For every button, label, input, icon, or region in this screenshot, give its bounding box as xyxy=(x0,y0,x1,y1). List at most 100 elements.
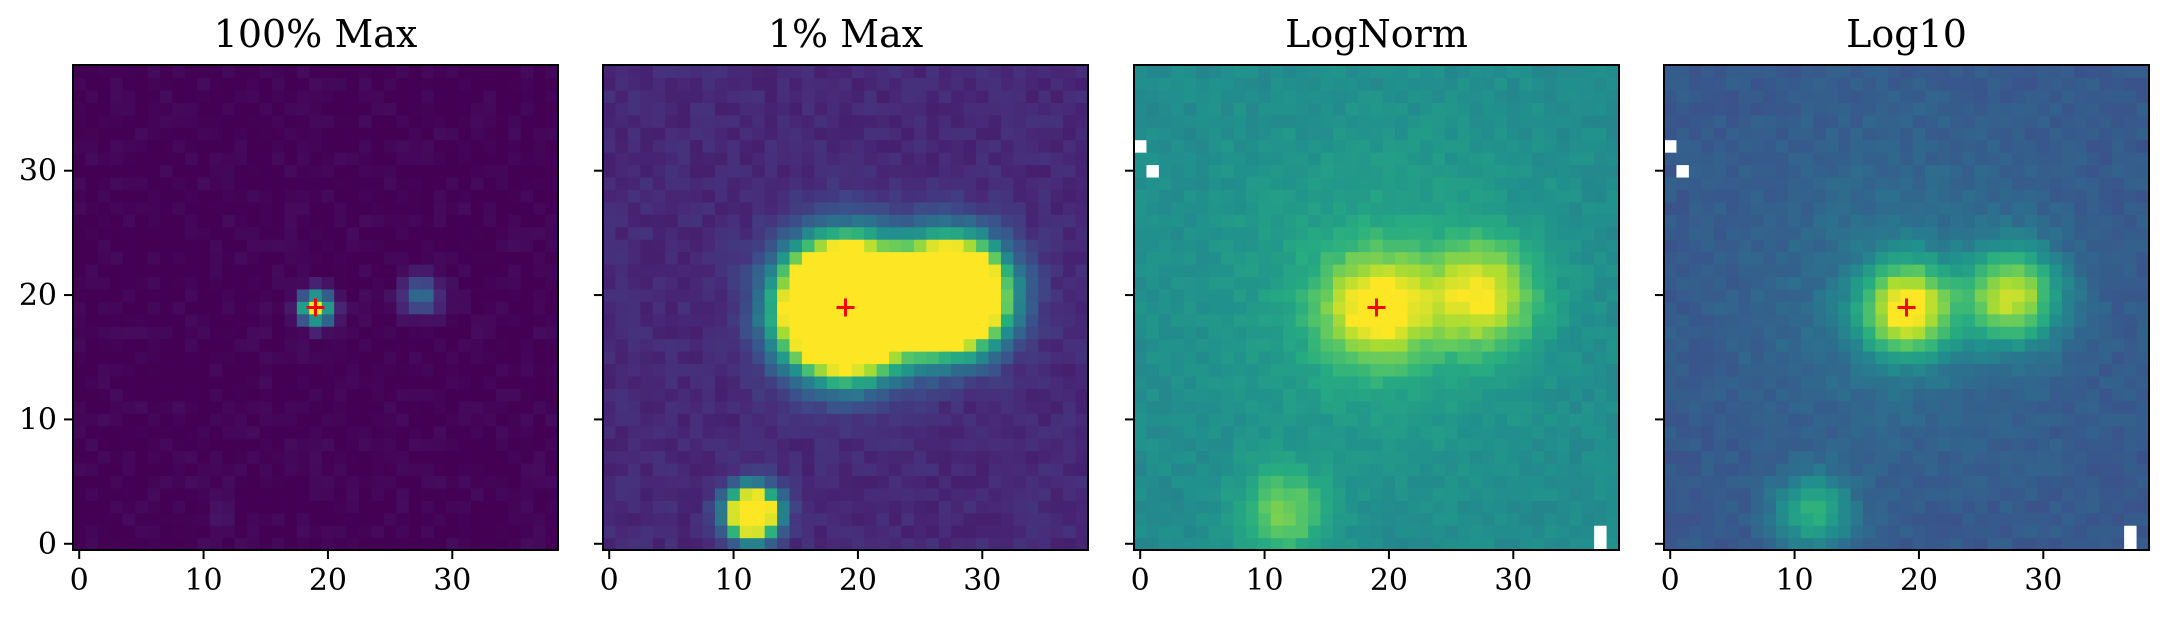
heatmap-cell xyxy=(85,152,99,166)
heatmap-cell xyxy=(2099,475,2113,489)
heatmap-cell xyxy=(1208,462,1222,476)
heatmap-cell xyxy=(1308,475,1322,489)
heatmap-cell xyxy=(433,114,447,128)
heatmap-cell xyxy=(1594,65,1608,79)
heatmap-cell xyxy=(988,388,1002,402)
heatmap-cell xyxy=(346,413,360,427)
heatmap-cell xyxy=(988,65,1002,79)
heatmap-cell xyxy=(458,313,472,327)
heatmap-cell xyxy=(640,176,654,190)
heatmap-cell xyxy=(110,288,124,302)
heatmap-cell xyxy=(615,375,629,389)
heatmap-cell xyxy=(690,251,704,265)
heatmap-cell xyxy=(247,239,261,253)
heatmap-cell xyxy=(901,400,915,414)
heatmap-cell xyxy=(1013,65,1027,79)
heatmap-cell xyxy=(383,301,397,315)
heatmap-cell xyxy=(976,189,990,203)
heatmap-cell xyxy=(2086,462,2100,476)
heatmap-cell xyxy=(1295,65,1309,79)
heatmap-cell xyxy=(160,127,174,141)
heatmap-cell xyxy=(677,537,691,551)
heatmap-cell xyxy=(135,189,149,203)
heatmap-cell xyxy=(309,214,323,228)
heatmap-cell xyxy=(1701,500,1715,514)
heatmap-cell xyxy=(508,475,522,489)
heatmap-cell xyxy=(97,487,111,501)
heatmap-cell xyxy=(1208,475,1222,489)
y-tick-label: 10 xyxy=(19,402,57,437)
heatmap-cell xyxy=(296,487,310,501)
heatmap-cell xyxy=(1606,338,1620,352)
heatmap-cell xyxy=(85,139,99,153)
heatmap-cell xyxy=(321,239,335,253)
heatmap-cell xyxy=(334,475,348,489)
heatmap-cell xyxy=(433,152,447,166)
heatmap-cell xyxy=(976,462,990,476)
heatmap-cell xyxy=(321,438,335,452)
heatmap-cell xyxy=(396,77,410,91)
heatmap-cell xyxy=(359,201,373,215)
heatmap-cell xyxy=(73,251,87,265)
heatmap-cell xyxy=(1063,263,1077,278)
heatmap-cell xyxy=(1357,487,1371,501)
heatmap-cell xyxy=(483,139,497,153)
heatmap-cell xyxy=(615,500,629,514)
heatmap-cell xyxy=(1038,326,1052,340)
heatmap-cell xyxy=(1063,537,1077,551)
heatmap-cell xyxy=(1063,139,1077,153)
heatmap-cell xyxy=(1038,475,1052,489)
heatmap-cell xyxy=(309,475,323,489)
heatmap-cell xyxy=(752,326,766,340)
heatmap-cell xyxy=(1320,251,1334,265)
heatmap-cell xyxy=(901,201,915,215)
heatmap-cell xyxy=(2012,512,2026,526)
heatmap-cell xyxy=(913,326,927,340)
heatmap-cell xyxy=(1594,487,1608,501)
heatmap-cell xyxy=(1357,176,1371,190)
heatmap-cell xyxy=(1420,102,1434,116)
heatmap-cell xyxy=(396,450,410,464)
heatmap-cell xyxy=(122,375,136,389)
heatmap-cell xyxy=(271,400,286,414)
heatmap-cell xyxy=(1345,301,1359,315)
heatmap-cell xyxy=(1519,537,1533,551)
heatmap-cell xyxy=(1134,500,1148,514)
heatmap-cell xyxy=(1258,139,1272,153)
heatmap-cell xyxy=(901,438,915,452)
heatmap-cell xyxy=(160,462,174,476)
heatmap-cell xyxy=(1763,450,1777,464)
heatmap-cell xyxy=(259,450,273,464)
heatmap-cell xyxy=(508,77,522,91)
heatmap-cell xyxy=(296,127,310,141)
heatmap-cell xyxy=(839,226,853,240)
heatmap-cell xyxy=(147,239,161,253)
heatmap-cell xyxy=(234,326,248,340)
heatmap-cell xyxy=(1531,89,1545,103)
heatmap-cell xyxy=(545,201,559,215)
heatmap-cell xyxy=(1432,214,1446,228)
heatmap-cell xyxy=(789,263,803,278)
heatmap-cell xyxy=(1000,114,1014,128)
heatmap-cell xyxy=(1507,114,1521,128)
heatmap-cell xyxy=(938,201,952,215)
heatmap-cell xyxy=(1038,164,1052,178)
heatmap-cell xyxy=(2037,512,2051,526)
heatmap-cell xyxy=(1370,450,1384,464)
heatmap-cell xyxy=(259,313,273,327)
heatmap-cell xyxy=(1171,400,1185,414)
heatmap-cell xyxy=(1407,164,1421,178)
heatmap-cell xyxy=(1025,512,1039,526)
heatmap-cell xyxy=(222,525,236,539)
heatmap-cell xyxy=(1688,500,1702,514)
heatmap-cell xyxy=(1245,537,1259,551)
heatmap-cell xyxy=(421,425,435,439)
heatmap-cell xyxy=(209,537,223,551)
heatmap-cell xyxy=(1357,351,1371,365)
heatmap-cell xyxy=(172,102,186,116)
heatmap-cell xyxy=(1594,226,1608,240)
heatmap-cell xyxy=(1738,500,1752,514)
heatmap-cell xyxy=(851,288,865,302)
heatmap-cell xyxy=(396,201,410,215)
heatmap-cell xyxy=(271,189,286,203)
